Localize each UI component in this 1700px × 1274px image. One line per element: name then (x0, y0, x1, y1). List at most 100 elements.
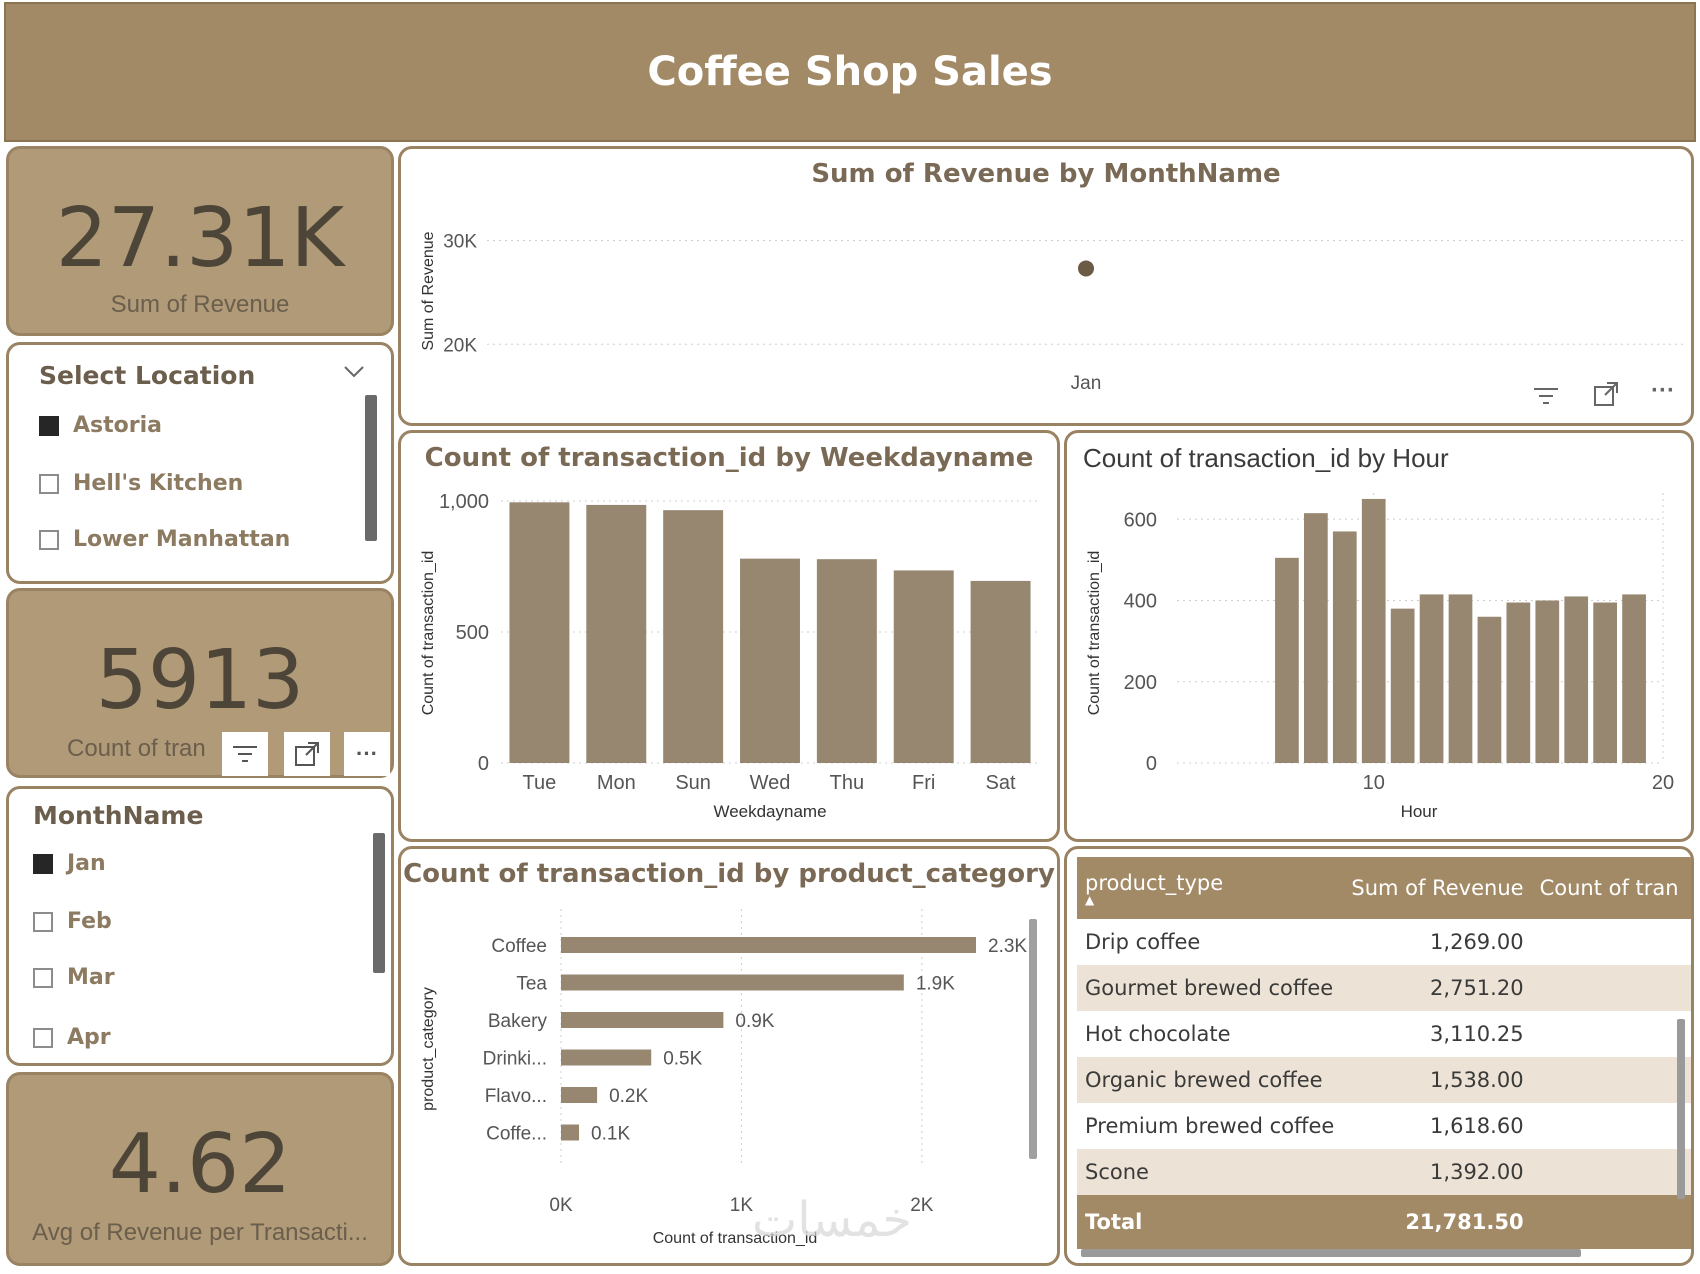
bar (561, 1012, 724, 1028)
category-chart-scrollbar[interactable] (1029, 919, 1037, 1159)
data-label: 0.9K (735, 1011, 774, 1032)
data-label: 2.3K (988, 936, 1027, 957)
bar (561, 1049, 652, 1066)
month-option-mar[interactable]: Mar (33, 965, 115, 990)
x-tick-label: Sat (986, 772, 1016, 794)
filter-icon[interactable] (1533, 385, 1559, 413)
bar (663, 510, 724, 763)
location-slicer-scrollbar[interactable] (365, 395, 377, 541)
cell-sum-of-revenue: 1,538.00 (1343, 1057, 1532, 1103)
checkbox-unchecked[interactable] (39, 473, 59, 494)
kpi-revenue-label: Sum of Revenue (110, 291, 290, 318)
cell-sum-of-revenue: 1,392.00 (1343, 1149, 1532, 1195)
tx-by-weekday-plot: 0 500 1,000 Tue Mon Sun Wed Thu Fri Sat Weekdaynam… (420, 491, 1039, 821)
focus-mode-icon[interactable] (1593, 381, 1619, 414)
checkbox-unchecked[interactable] (33, 1027, 53, 1048)
column-header-count-of-tran[interactable]: Count of tran (1531, 857, 1691, 919)
kpi-card-revenue[interactable]: 27.31K Sum of Revenue (6, 146, 394, 336)
table-row[interactable]: Organic brewed coffee 1,538.00 (1077, 1057, 1691, 1103)
cell-product-type: Drip coffee (1085, 930, 1201, 954)
x-tick-label: 20 (1652, 772, 1674, 794)
tx-by-category-chart[interactable]: Count of transaction_id by product_categ… (398, 846, 1060, 1266)
cell-count-of-tran (1531, 965, 1691, 1011)
x-tick-label: 2K (910, 1195, 934, 1216)
column-header-product-type[interactable]: product_type ▲ (1077, 857, 1344, 919)
revenue-by-month-chart[interactable]: Sum of Revenue by MonthName 20K 30K Jan Sum… (398, 146, 1694, 426)
bar (586, 504, 647, 763)
table-row[interactable]: Hot chocolate 3,110.25 (1077, 1011, 1691, 1057)
y-tick-label: 400 (1124, 591, 1157, 613)
x-axis-title: Weekdayname (713, 802, 826, 821)
cell-product-type: Organic brewed coffee (1077, 1057, 1344, 1103)
location-option-label: Astoria (73, 413, 162, 438)
month-option-apr[interactable]: Apr (33, 1025, 111, 1050)
filter-icon[interactable] (222, 732, 268, 776)
x-tick-label: Tue (523, 772, 557, 794)
table-total-row: Total 21,781.50 (1077, 1195, 1691, 1249)
location-option-label: Lower Manhattan (73, 527, 291, 552)
location-option-lower-manhattan[interactable]: Lower Manhattan (39, 527, 290, 552)
x-tick-label: 1K (730, 1195, 754, 1216)
more-options-icon[interactable]: ··· (1651, 377, 1675, 404)
data-point (1078, 260, 1094, 277)
total-label: Total (1077, 1195, 1344, 1249)
y-tick-label: 0 (1146, 753, 1157, 775)
month-slicer: MonthName Jan Feb Mar Apr (6, 786, 394, 1066)
y-axis-title: Count of transaction_id (420, 551, 437, 716)
chart-title: Count of transaction_id by Hour (1083, 443, 1449, 473)
table-row[interactable]: Premium brewed coffee 1,618.60 (1077, 1103, 1691, 1149)
checkbox-unchecked[interactable] (39, 529, 59, 550)
bar (893, 570, 954, 763)
bar (561, 1087, 598, 1103)
dashboard-title: Coffee Shop Sales (647, 49, 1053, 95)
y-tick-label: 0 (478, 753, 489, 775)
y-tick-label: 200 (1124, 672, 1157, 694)
chevron-down-icon[interactable] (339, 357, 369, 387)
location-option-astoria[interactable]: Astoria (39, 413, 162, 438)
total-count-of-tran (1531, 1195, 1691, 1249)
table-vertical-scrollbar[interactable] (1677, 1019, 1685, 1199)
bar (740, 558, 800, 763)
location-option-hells-kitchen[interactable]: Hell's Kitchen (39, 471, 243, 496)
checkbox-checked[interactable] (39, 415, 59, 436)
kpi-card-transactions[interactable]: 5913 Count of tran (6, 588, 394, 778)
table-row[interactable]: Scone 1,392.00 (1077, 1149, 1691, 1195)
bar (1593, 602, 1618, 763)
table-row[interactable]: Gourmet brewed coffee 2,751.20 (1077, 965, 1691, 1011)
month-option-label: Jan (67, 851, 106, 876)
table-horizontal-scrollbar[interactable] (1081, 1249, 1581, 1257)
y-axis-title: product_category (420, 987, 437, 1111)
month-option-label: Apr (67, 1025, 111, 1050)
more-options-icon[interactable]: ··· (344, 732, 390, 776)
checkbox-checked[interactable] (33, 853, 53, 874)
dashboard-header: Coffee Shop Sales (4, 2, 1696, 142)
month-slicer-title: MonthName (33, 801, 204, 830)
tx-by-weekday-chart[interactable]: Count of transaction_id by Weekdayname 0… (398, 430, 1060, 842)
checkbox-unchecked[interactable] (33, 967, 53, 988)
x-tick-label: Fri (912, 772, 935, 794)
month-option-feb[interactable]: Feb (33, 909, 112, 934)
focus-mode-icon[interactable] (284, 732, 330, 776)
data-label: 0.5K (663, 1049, 702, 1070)
y-tick-label: Bakery (488, 1011, 548, 1032)
bar (1390, 608, 1415, 763)
x-tick-label: Sun (675, 772, 711, 794)
month-slicer-scrollbar[interactable] (373, 833, 385, 973)
table-row[interactable]: Drip coffee 1,269.00 (1077, 919, 1691, 965)
kpi-card-avg-revenue[interactable]: 4.62 Avg of Revenue per Transacti... (6, 1072, 394, 1266)
kpi-avg-revenue-value: 4.62 (108, 1117, 292, 1212)
kpi-avg-revenue-label: Avg of Revenue per Transacti... (32, 1219, 368, 1246)
y-tick-label: 20K (443, 335, 477, 356)
x-tick-label: Mon (597, 772, 636, 794)
month-option-jan[interactable]: Jan (33, 851, 106, 876)
y-tick-label: 30K (443, 232, 477, 253)
checkbox-unchecked[interactable] (33, 911, 53, 932)
bar (1361, 498, 1386, 763)
cell-sum-of-revenue: 3,110.25 (1430, 1022, 1524, 1046)
x-tick-label: Jan (1071, 373, 1102, 394)
y-tick-label: Drinki... (483, 1049, 547, 1070)
bar (1448, 594, 1473, 763)
column-header-sum-of-revenue[interactable]: Sum of Revenue (1343, 857, 1532, 919)
tx-by-hour-chart[interactable]: Count of transaction_id by Hour 0 200 400 6… (1064, 430, 1694, 842)
cell-count-of-tran (1532, 1011, 1691, 1057)
